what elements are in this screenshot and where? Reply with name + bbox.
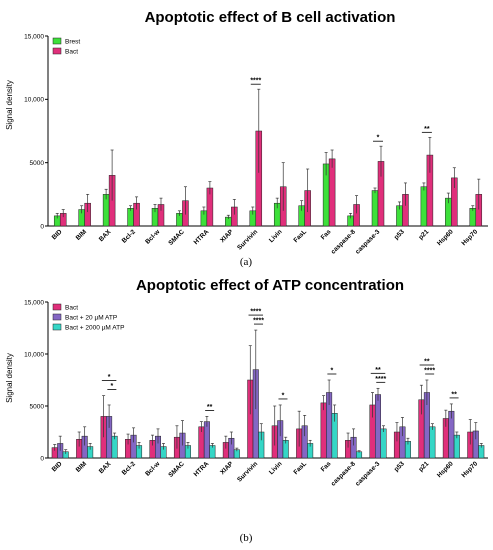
chart-a-caption: (a) <box>240 256 253 268</box>
chart-b-xtick-SMAC: SMAC <box>167 460 186 479</box>
chart-b-sig-label: ** <box>451 391 457 398</box>
chart-a-bar-Hsp70-0 <box>469 208 477 227</box>
chart-a-plot: 0 5000 10,000 15,000 BID BIM BAX Bcl-2 Bcl-w SMAC… <box>24 33 488 256</box>
chart-a-xtick-XIAP: XIAP <box>219 228 235 244</box>
chart-b-xtick-FasL: FasL <box>292 460 308 476</box>
chart-b-xtick-p21: p21 <box>417 460 430 473</box>
chart-b-sig-label: **** <box>424 368 435 375</box>
chart-a-sig-label: **** <box>250 78 261 85</box>
chart-b-xtick-BID: BID <box>51 460 64 473</box>
chart-a-ytick-label: 0 <box>40 223 44 230</box>
chart-b-xtick-caspase-3: caspase-3 <box>354 460 381 487</box>
chart-b-legend-label-1: Bact + 20 µM ATP <box>65 315 117 322</box>
chart-b-ytick-label: 0 <box>40 455 44 462</box>
chart-a-bar-Fas-1 <box>328 158 336 227</box>
chart-a-legend-swatch-1 <box>52 47 62 55</box>
chart-a-xtick-caspase-3: caspase-3 <box>354 228 381 255</box>
chart-b-bar-caspase-3-2 <box>380 428 387 459</box>
chart-a-legend-swatch-0 <box>52 37 62 45</box>
chart-b-sig-label: * <box>282 392 285 399</box>
chart-b-sig-label: * <box>108 374 111 381</box>
chart-b-plot: 0 5000 10,000 15,000 BID BIM BAX Bcl-2 Bcl-w SMAC… <box>24 299 488 488</box>
chart-a-legend-label-0: Brest <box>65 39 80 46</box>
chart-b-xtick-BAX: BAX <box>98 460 113 475</box>
chart-a-xtick-p21: p21 <box>417 228 430 241</box>
chart-b-bar-p21-2 <box>429 426 436 459</box>
chart-b-sig-label: **** <box>375 376 386 383</box>
chart-b-xtick-Fas: Fas <box>320 460 333 473</box>
chart-a-xtick-BID: BID <box>51 228 64 241</box>
chart-a-xtick-Bcl-2: Bcl-2 <box>121 228 137 244</box>
chart-a-ytick-label: 10,000 <box>24 97 44 104</box>
chart-b-legend-label-2: Bact + 2000 µM ATP <box>65 325 124 332</box>
chart-a-ytick-label: 15,000 <box>24 33 44 40</box>
chart-b-bar-HTRA-1 <box>203 421 210 459</box>
chart-a-bar-p21-0 <box>420 186 428 227</box>
chart-a-xtick-BIM: BIM <box>75 228 88 241</box>
chart-a-xtick-HTRA: HTRA <box>193 228 211 246</box>
chart-a-legend-label-1: Bact <box>65 49 78 56</box>
chart-b-xtick-Hsp70: Hsp70 <box>460 460 479 479</box>
chart-a-xtick-Survivin: Survivin <box>236 228 259 251</box>
chart-b-xtick-BIM: BIM <box>75 460 88 473</box>
chart-b-xtick-Livin: Livin <box>268 460 284 476</box>
chart-b-xtick-XIAP: XIAP <box>219 460 235 476</box>
chart-b-title: Apoptotic effect of ATP concentration <box>136 277 404 294</box>
chart-a-xtick-FasL: FasL <box>292 228 308 244</box>
chart-a-xtick-Bcl-w: Bcl-w <box>144 228 162 246</box>
chart-b-sig-label: **** <box>250 309 261 316</box>
chart-b-ytick-label: 5000 <box>30 403 45 410</box>
chart-b-legend-swatch-1 <box>52 313 62 321</box>
chart-a-xtick-Hsp60: Hsp60 <box>436 228 455 247</box>
chart-b-caption: (b) <box>240 532 253 544</box>
chart-a-xtick-caspase-8: caspase-8 <box>330 228 357 255</box>
chart-a-ytick-label: 5000 <box>30 160 45 167</box>
chart-a-xtick-p53: p53 <box>393 228 406 241</box>
chart-a-sig-label: * <box>377 135 380 142</box>
chart-b-sig-label: * <box>330 368 333 375</box>
chart-b-legend-label-0: Bact <box>65 305 78 312</box>
chart-b-ytick-label: 15,000 <box>24 299 44 306</box>
chart-a-xtick-Fas: Fas <box>320 228 333 241</box>
chart-b-sig-label: ** <box>207 404 213 411</box>
chart-b-xtick-HTRA: HTRA <box>193 460 211 478</box>
chart-b-sig-label: ** <box>424 359 430 366</box>
chart-a-xtick-Hsp70: Hsp70 <box>460 228 479 247</box>
chart-b-legend-swatch-2 <box>52 323 62 331</box>
chart-b-ytick-label: 10,000 <box>24 351 44 358</box>
chart-b-sig-label: * <box>110 383 113 390</box>
chart-b-bar-BAX-2 <box>111 435 118 459</box>
chart-a-xtick-Livin: Livin <box>268 228 284 244</box>
chart-a-bar-caspase-3-0 <box>371 190 379 227</box>
chart-a-ylabel: Signal density <box>5 80 14 130</box>
chart-b-xtick-Hsp60: Hsp60 <box>436 460 455 479</box>
chart-b-xtick-Bcl-2: Bcl-2 <box>121 460 137 476</box>
chart-b-bar-caspase-3-1 <box>375 394 381 459</box>
chart-a-bar-Bcl-2-0 <box>127 208 134 227</box>
chart-b-xtick-Survivin: Survivin <box>236 460 259 483</box>
chart-b-sig-label: **** <box>253 318 264 325</box>
chart-a-sig-label: ** <box>424 126 430 133</box>
chart-b-xtick-caspase-8: caspase-8 <box>330 460 357 487</box>
chart-b-xtick-p53: p53 <box>393 460 406 473</box>
chart-a-xtick-BAX: BAX <box>98 228 113 243</box>
chart-b-bar-Hsp60-2 <box>453 434 460 459</box>
chart-b-xtick-Bcl-w: Bcl-w <box>144 460 162 478</box>
chart-b-ylabel: Signal density <box>5 353 14 403</box>
chart-b-bar-Fas-0 <box>320 402 327 459</box>
chart-b-sig-label: ** <box>375 367 381 374</box>
chart-b-legend-swatch-0 <box>52 303 62 311</box>
chart-a-title: Apoptotic effect of B cell activation <box>145 9 396 26</box>
chart-a-xtick-SMAC: SMAC <box>167 228 186 247</box>
